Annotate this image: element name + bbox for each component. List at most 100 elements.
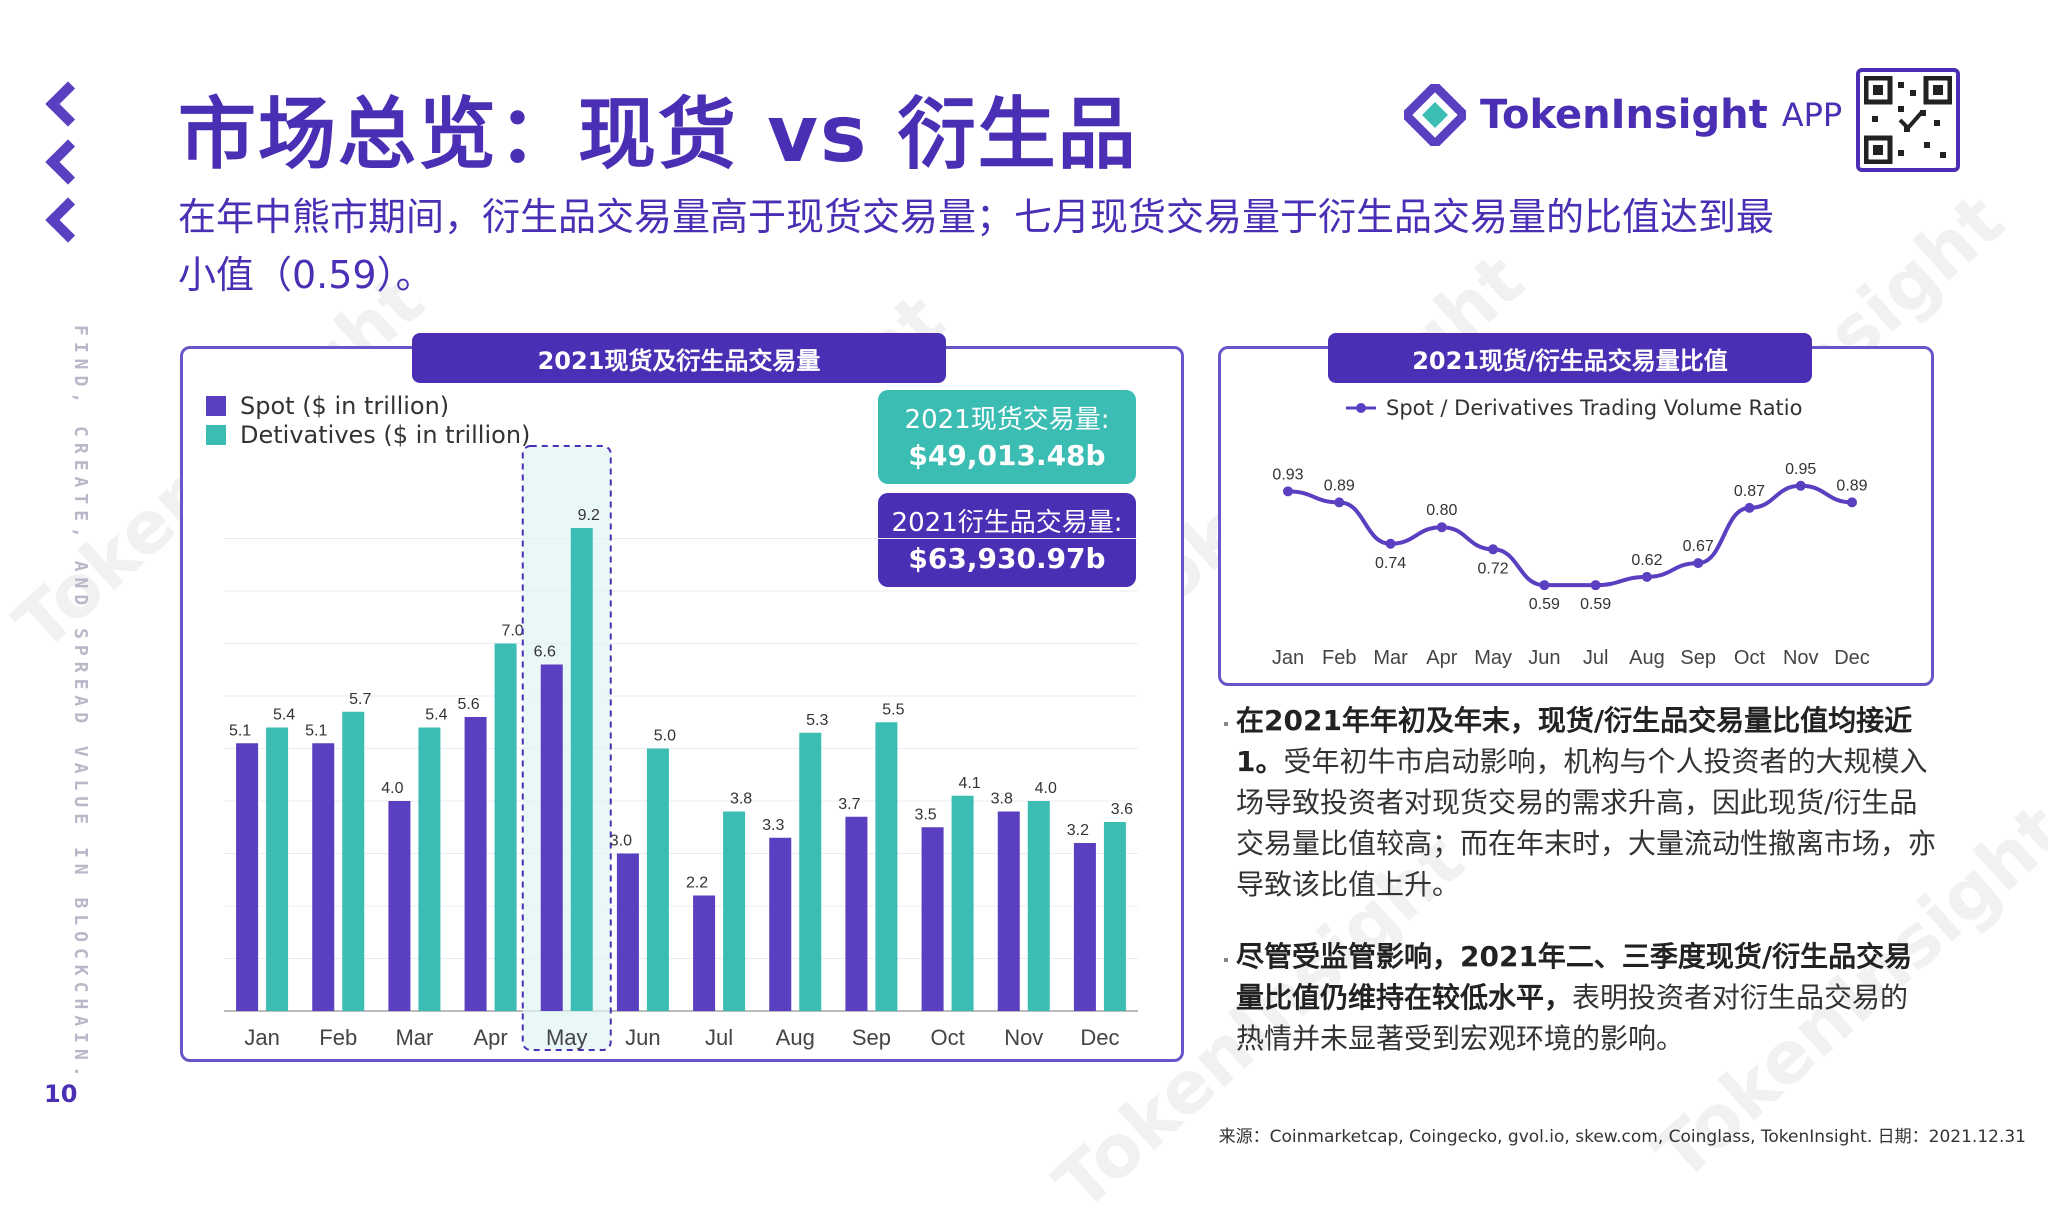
note-2: 尽管受监管影响，2021年二、三季度现货/衍生品交易量比值仍维持在较低水平，表明… <box>1236 936 1936 1059</box>
ratio-data-label: 0.95 <box>1785 461 1816 478</box>
x-tick-label: Jan <box>1272 647 1304 669</box>
bar-spot <box>693 895 716 1011</box>
legend-swatch-derivatives <box>206 425 226 445</box>
legend-label-spot: Spot ($ in trillion) <box>240 392 450 420</box>
derivatives-total-callout: 2021衍生品交易量: $63,930.97b <box>878 493 1136 587</box>
x-tick-label: Jun <box>625 1025 660 1050</box>
bar-derivatives <box>951 795 974 1011</box>
page-title: 市场总览：现货 vs 衍生品 <box>178 90 1138 180</box>
data-label: 3.7 <box>838 796 860 813</box>
bar-spot <box>1073 843 1096 1011</box>
x-tick-label: Mar <box>395 1025 433 1050</box>
brand-app: APP <box>1781 96 1843 134</box>
x-tick-label: May <box>1474 647 1512 669</box>
ratio-point <box>1385 538 1396 549</box>
bar-derivatives <box>1027 801 1050 1011</box>
bar-derivatives <box>418 727 441 1011</box>
ratio-point <box>1641 571 1652 582</box>
bar-derivatives <box>723 811 746 1011</box>
note-2-bold: 尽管受监管影响，2021年二、三季度现货/衍生品交易量比值仍维持在较低水平， <box>1236 940 1913 1014</box>
data-label: 3.5 <box>914 806 936 823</box>
ratio-line <box>1287 483 1853 588</box>
ratio-chart-title: 2021现货/衍生品交易量比值 <box>1328 333 1812 383</box>
ratio-line-chart: 0.93 Jan 0.89 Feb 0.74 Mar 0.80 Apr 0.72 May 0.59 J… <box>1272 461 1870 669</box>
brand-name: TokenInsight <box>1480 92 1768 138</box>
ratio-data-label: 0.87 <box>1734 483 1765 500</box>
data-label: 3.3 <box>762 817 784 834</box>
x-tick-label: Nov <box>1004 1025 1043 1050</box>
note-1: 在2021年年初及年末，现货/衍生品交易量比值均接近1。受年初牛市启动影响，机构… <box>1236 700 1936 905</box>
data-label: 3.8 <box>730 791 752 808</box>
ratio-data-label: 0.67 <box>1683 538 1714 555</box>
data-label: 3.6 <box>1111 801 1133 818</box>
x-tick-label: Mar <box>1373 647 1408 669</box>
data-label: 5.4 <box>273 707 295 724</box>
bar-spot <box>388 801 411 1011</box>
x-tick-label: Apr <box>1426 647 1457 669</box>
x-tick-label: Jan <box>244 1025 279 1050</box>
bar-derivatives <box>799 732 822 1011</box>
x-tick-label: Aug <box>1629 647 1665 669</box>
ratio-data-label: 0.62 <box>1631 552 1662 569</box>
legend-ratio: Spot / Derivatives Trading Volume Ratio <box>1346 396 1802 420</box>
ratio-point <box>1693 558 1704 569</box>
x-tick-label: Feb <box>319 1025 357 1050</box>
note-1-text: 受年初牛市启动影响，机构与个人投资者的大规模入场导致投资者对现货交易的需求升高，… <box>1236 745 1937 901</box>
data-label: 5.0 <box>654 728 676 745</box>
x-tick-label: Jun <box>1528 647 1560 669</box>
ratio-point <box>1744 502 1755 513</box>
data-label: 5.1 <box>305 722 327 739</box>
legend-spot: Spot ($ in trillion) <box>206 392 449 420</box>
data-label: 2.2 <box>686 875 708 892</box>
data-label: 5.6 <box>457 696 479 713</box>
data-label: 5.3 <box>806 712 828 729</box>
ratio-point <box>1488 544 1499 555</box>
ratio-data-label: 0.59 <box>1580 596 1611 613</box>
data-label: 4.0 <box>1035 780 1057 797</box>
ratio-point <box>1590 580 1601 591</box>
data-label: 5.1 <box>229 722 251 739</box>
x-tick-label: Apr <box>473 1025 507 1050</box>
qr-code-icon <box>1856 68 1960 172</box>
bar-derivatives <box>266 727 289 1011</box>
legend-label-derivatives: Detivatives ($ in trillion) <box>240 421 531 449</box>
data-label: 5.4 <box>425 707 447 724</box>
bar-derivatives <box>646 748 669 1011</box>
page-number: 10 <box>44 1080 78 1108</box>
x-tick-label: Jul <box>705 1025 733 1050</box>
bar-spot <box>997 811 1020 1011</box>
spot-total-callout: 2021现货交易量: $49,013.48b <box>878 390 1136 484</box>
data-label: 4.1 <box>958 775 980 792</box>
bar-spot <box>616 853 639 1011</box>
source-note: 来源：Coinmarketcap, Coingecko, gvol.io, sk… <box>1218 1127 2026 1147</box>
x-tick-label: May <box>546 1025 588 1050</box>
ratio-data-label: 0.59 <box>1529 596 1560 613</box>
ratio-point <box>1539 580 1550 591</box>
x-tick-label: Sep <box>1680 647 1716 669</box>
ratio-data-label: 0.93 <box>1272 466 1303 483</box>
x-tick-label: Oct <box>930 1025 964 1050</box>
ratio-data-label: 0.80 <box>1426 502 1457 519</box>
x-tick-label: Sep <box>852 1025 891 1050</box>
data-label: 3.0 <box>610 833 632 850</box>
tokeninsight-logo-icon <box>1404 84 1466 146</box>
ratio-point <box>1795 480 1806 491</box>
bar-derivatives <box>570 528 593 1011</box>
legend-label-ratio: Spot / Derivatives Trading Volume Ratio <box>1386 396 1803 420</box>
bar-derivatives <box>342 711 365 1011</box>
note-bullet <box>1224 722 1228 726</box>
ratio-data-label: 0.89 <box>1324 477 1355 494</box>
x-tick-label: Aug <box>776 1025 815 1050</box>
ratio-point <box>1283 486 1293 497</box>
legend-marker-ratio <box>1346 403 1376 413</box>
x-tick-label: Feb <box>1322 647 1356 669</box>
x-tick-label: Nov <box>1783 647 1819 669</box>
x-tick-label: Dec <box>1834 647 1870 669</box>
bar-spot <box>540 664 563 1011</box>
note-2-text: 表明投资者对衍生品交易的热情并未显著受到宏观环境的影响。 <box>1236 981 1909 1055</box>
data-label: 3.2 <box>1067 822 1089 839</box>
spot-total-value: $49,013.48b <box>908 439 1106 472</box>
note-bullet <box>1224 958 1228 962</box>
bar-spot <box>845 816 868 1011</box>
bar-spot <box>921 827 944 1011</box>
